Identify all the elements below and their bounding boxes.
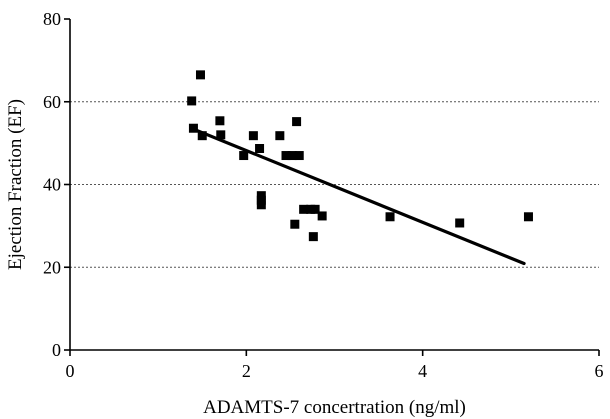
data-point-18: [294, 151, 304, 161]
data-point-8: [248, 131, 258, 141]
data-point-2: [188, 123, 198, 133]
data-point-3: [195, 70, 205, 80]
y-tick-label-20: 20: [43, 257, 61, 277]
x-tick-label-6: 6: [595, 361, 604, 381]
data-points: [187, 70, 533, 242]
data-point-7: [239, 151, 249, 161]
data-point-5: [215, 116, 225, 126]
regression-line-group: [191, 127, 526, 266]
data-point-6: [216, 130, 226, 140]
data-point-12: [256, 200, 266, 210]
x-tick-label-2: 2: [242, 361, 251, 381]
x-tick-label-4: 4: [418, 361, 427, 381]
data-point-21: [308, 232, 318, 242]
x-tick-label-0: 0: [66, 361, 75, 381]
data-point-25: [455, 218, 465, 228]
data-point-26: [523, 212, 533, 222]
data-point-1: [187, 96, 197, 106]
data-point-16: [290, 219, 300, 229]
y-tick-label-60: 60: [43, 92, 61, 112]
data-point-11: [256, 195, 266, 205]
data-point-9: [255, 144, 265, 154]
data-point-14: [281, 151, 291, 161]
data-point-15: [287, 151, 297, 161]
x-axis-title: ADAMTS-7 concertration (ng/ml): [203, 397, 466, 418]
data-point-24: [385, 212, 395, 222]
data-point-23: [317, 211, 327, 221]
data-point-22: [310, 204, 320, 214]
data-point-10: [256, 191, 266, 201]
data-point-13: [275, 131, 285, 141]
data-point-17: [292, 117, 302, 127]
regression-line: [191, 127, 526, 266]
y-tick-label-80: 80: [43, 9, 61, 29]
y-tick-label-0: 0: [52, 340, 61, 360]
data-point-4: [197, 131, 207, 141]
gridlines: [70, 101, 599, 268]
y-axis-title: Ejection Fraction (EF): [5, 99, 26, 270]
data-point-19: [299, 204, 309, 214]
y-tick-label-40: 40: [43, 175, 61, 195]
